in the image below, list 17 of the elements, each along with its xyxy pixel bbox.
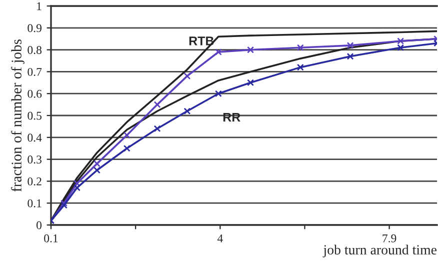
y-tick-label: 0.9 <box>28 24 42 32</box>
y-tick-label: 0.4 <box>28 134 42 142</box>
y-tick-label: 0 <box>36 221 42 230</box>
x-tick-label: 4 <box>217 234 223 242</box>
x-tick-label: 7.9 <box>382 234 396 242</box>
y-tick-label: 0.2 <box>28 177 42 186</box>
y-tick-label: 0.6 <box>28 90 42 98</box>
x-axis-title: job turn around time <box>322 244 437 258</box>
y-tick-label: 1 <box>37 2 42 10</box>
y-axis-title: fraction of number of jobs <box>11 39 24 192</box>
y-tick-label: 0.8 <box>28 46 42 54</box>
y-tick-label: 0.7 <box>28 68 42 76</box>
x-tick-label: 0.1 <box>44 234 58 242</box>
y-tick-label: 0.1 <box>28 199 42 208</box>
y-tick-label: 0.5 <box>28 112 42 120</box>
y-tick-label: 0.3 <box>28 156 42 164</box>
annotation: RTB <box>189 36 214 46</box>
